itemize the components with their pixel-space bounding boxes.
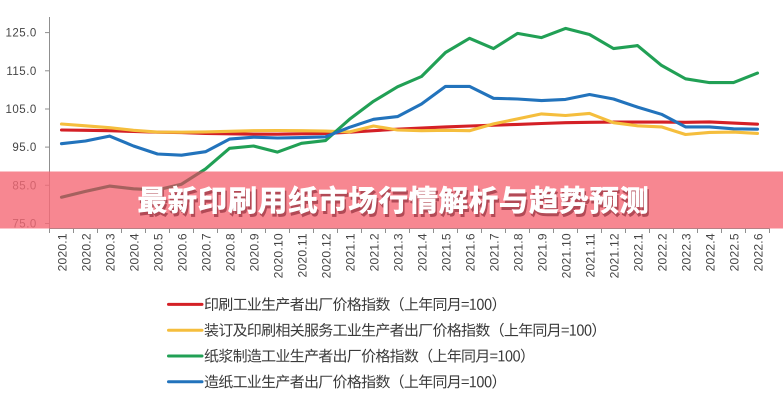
svg-text:2021.12: 2021.12 [608, 233, 622, 278]
svg-text:2020.1: 2020.1 [56, 233, 70, 271]
svg-text:2020.6: 2020.6 [176, 233, 190, 271]
svg-text:2020.11: 2020.11 [296, 233, 310, 277]
svg-text:2020.12: 2020.12 [320, 233, 334, 278]
svg-text:2020.2: 2020.2 [80, 233, 94, 271]
svg-text:2021.3: 2021.3 [392, 233, 406, 271]
svg-text:95.0: 95.0 [12, 142, 36, 154]
svg-text:125.0: 125.0 [6, 28, 37, 40]
svg-text:2022.2: 2022.2 [656, 233, 670, 271]
svg-text:2022.6: 2022.6 [752, 233, 766, 271]
svg-text:115.0: 115.0 [6, 66, 36, 78]
svg-text:2022.3: 2022.3 [680, 233, 694, 271]
svg-text:2022.1: 2022.1 [632, 233, 646, 271]
svg-text:2020.3: 2020.3 [104, 233, 118, 271]
svg-text:105.0: 105.0 [6, 104, 37, 116]
svg-text:2020.7: 2020.7 [200, 233, 214, 271]
svg-text:2022.5: 2022.5 [728, 233, 742, 271]
svg-text:2020.10: 2020.10 [272, 233, 286, 278]
svg-text:2021.11: 2021.11 [584, 233, 598, 277]
svg-text:2020.9: 2020.9 [248, 233, 262, 271]
svg-text:2021.5: 2021.5 [440, 233, 454, 271]
svg-text:2021.2: 2021.2 [368, 233, 382, 271]
svg-text:2021.7: 2021.7 [488, 233, 502, 271]
svg-text:2021.8: 2021.8 [512, 233, 526, 271]
svg-text:2020.4: 2020.4 [128, 233, 142, 271]
svg-text:2020.8: 2020.8 [224, 233, 238, 271]
svg-text:2021.6: 2021.6 [464, 233, 478, 271]
svg-text:2021.4: 2021.4 [416, 233, 430, 271]
svg-text:2022.4: 2022.4 [704, 233, 718, 271]
svg-text:2021.10: 2021.10 [560, 233, 574, 278]
svg-text:2020.5: 2020.5 [152, 233, 166, 271]
svg-text:2021.1: 2021.1 [344, 233, 358, 271]
svg-text:2021.9: 2021.9 [536, 233, 550, 271]
